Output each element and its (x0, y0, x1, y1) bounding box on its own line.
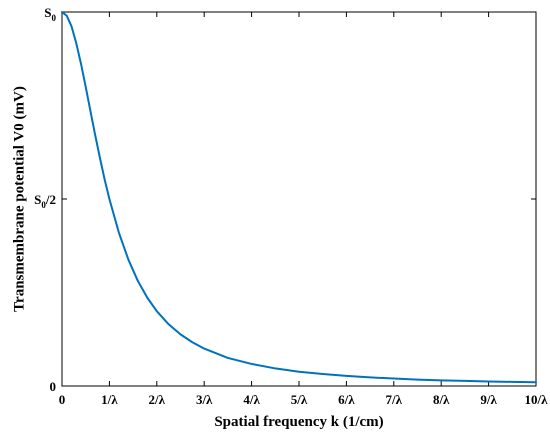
x-axis: 0 1/λ 2/λ 3/λ 4/λ 5/λ 6/λ 7/λ 8/λ 9/λ 10/λ (59, 12, 548, 407)
x-axis-label: Spatial frequency k (1/cm) (214, 414, 383, 430)
y-tick-label: 0 (50, 379, 57, 394)
series-layer (61, 11, 537, 384)
x-tick-label: 3/λ (196, 392, 213, 407)
x-tick-label: 4/λ (243, 392, 260, 407)
x-tick-label: 5/λ (291, 392, 308, 407)
x-tick-label: 9/λ (480, 392, 497, 407)
plot-area (61, 11, 537, 387)
y-axis-label: Transmembrane potential V0 (mV) (11, 86, 27, 312)
x-tick-label: 2/λ (149, 392, 166, 407)
x-tick-label: 7/λ (386, 392, 403, 407)
x-tick-label: 10/λ (525, 392, 549, 407)
x-tick-label: 8/λ (433, 392, 450, 407)
plot-frame (61, 11, 537, 387)
y-tick-label: S0/2 (34, 192, 56, 210)
x-tick-label: 0 (59, 392, 66, 407)
series-line-0 (61, 11, 537, 384)
x-tick-label: 6/λ (338, 392, 355, 407)
y-tick-label: S0 (44, 5, 56, 23)
y-axis: 0 S0/2 S0 (34, 5, 536, 394)
x-tick-label: 1/λ (101, 392, 118, 407)
